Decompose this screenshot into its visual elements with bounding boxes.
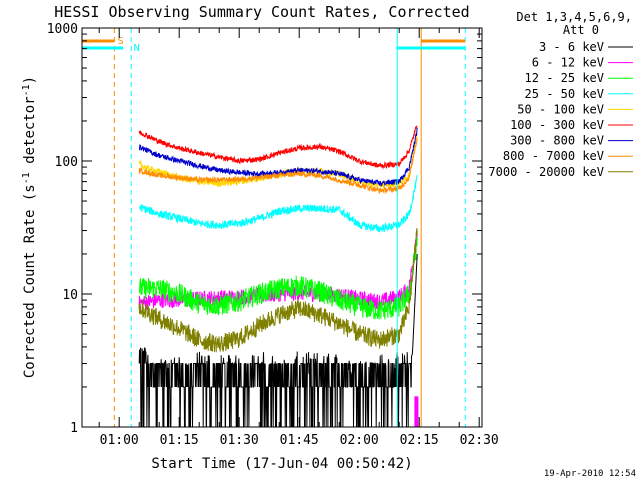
y-tick-label: 1000 <box>47 22 78 37</box>
series-line-1 <box>138 253 418 428</box>
y-axis-label-sup1: -1 <box>21 172 32 184</box>
legend-header-line1: Det 1,3,4,5,6,9, <box>516 10 632 24</box>
x-tick-label: 01:30 <box>220 433 259 448</box>
series-line-3 <box>139 236 418 320</box>
plot-frame <box>81 27 483 428</box>
overlay-layer: SN <box>81 28 466 427</box>
x-tick-label: 01:15 <box>160 433 199 448</box>
timestamp: 19-Apr-2010 12:54 <box>544 469 636 479</box>
legend-label-7: 300 - 800 keV <box>510 134 604 148</box>
y-axis-label-end: ) <box>22 76 38 84</box>
series-line-8 <box>138 137 418 195</box>
x-tick-label: 02:00 <box>340 433 379 448</box>
x-tick-label: 02:30 <box>460 433 499 448</box>
legend-label-5: 50 - 100 keV <box>517 102 604 116</box>
series-line-6 <box>138 125 418 170</box>
legend-label-9: 7000 - 20000 keV <box>488 165 604 179</box>
legend-label-8: 800 - 7000 keV <box>503 149 604 163</box>
legend-header-line2: Att 0 <box>563 23 599 37</box>
x-tick-label: 02:15 <box>400 433 439 448</box>
series-line-4 <box>138 174 418 233</box>
x-axis-label: Start Time (17-Jun-04 00:50:42) <box>151 456 412 472</box>
legend-label-2: 6 - 12 keV <box>532 56 604 70</box>
y-axis-label-main: Corrected Count Rate (s <box>22 184 38 378</box>
y-tick-label: 100 <box>55 155 78 170</box>
legend-label-3: 12 - 25 keV <box>525 71 604 85</box>
legend-label-6: 100 - 300 keV <box>510 118 604 132</box>
saa-marker-label: S <box>118 36 124 47</box>
y-axis-label-sup2: -1 <box>21 84 32 96</box>
y-tick-label: 10 <box>62 288 78 303</box>
x-tick-label: 01:00 <box>100 433 139 448</box>
legend-label-1: 3 - 6 keV <box>539 40 604 54</box>
y-axis-label: Corrected Count Rate (s-1 detector-1) <box>21 76 38 378</box>
series-line-9 <box>138 228 418 353</box>
chart-title: HESSI Observing Summary Count Rates, Cor… <box>54 3 469 21</box>
ticks-layer: 1 10 100 1000 01:00 01:15 01:30 01:45 02:00 02:15… <box>47 22 499 448</box>
y-axis-label-mid: detector <box>22 96 38 172</box>
x-tick-label: 01:45 <box>280 433 319 448</box>
night-marker-label: N <box>134 43 140 54</box>
series-layer <box>138 125 418 428</box>
y-tick-label: 1 <box>70 421 78 436</box>
legend-label-4: 25 - 50 keV <box>525 87 604 101</box>
